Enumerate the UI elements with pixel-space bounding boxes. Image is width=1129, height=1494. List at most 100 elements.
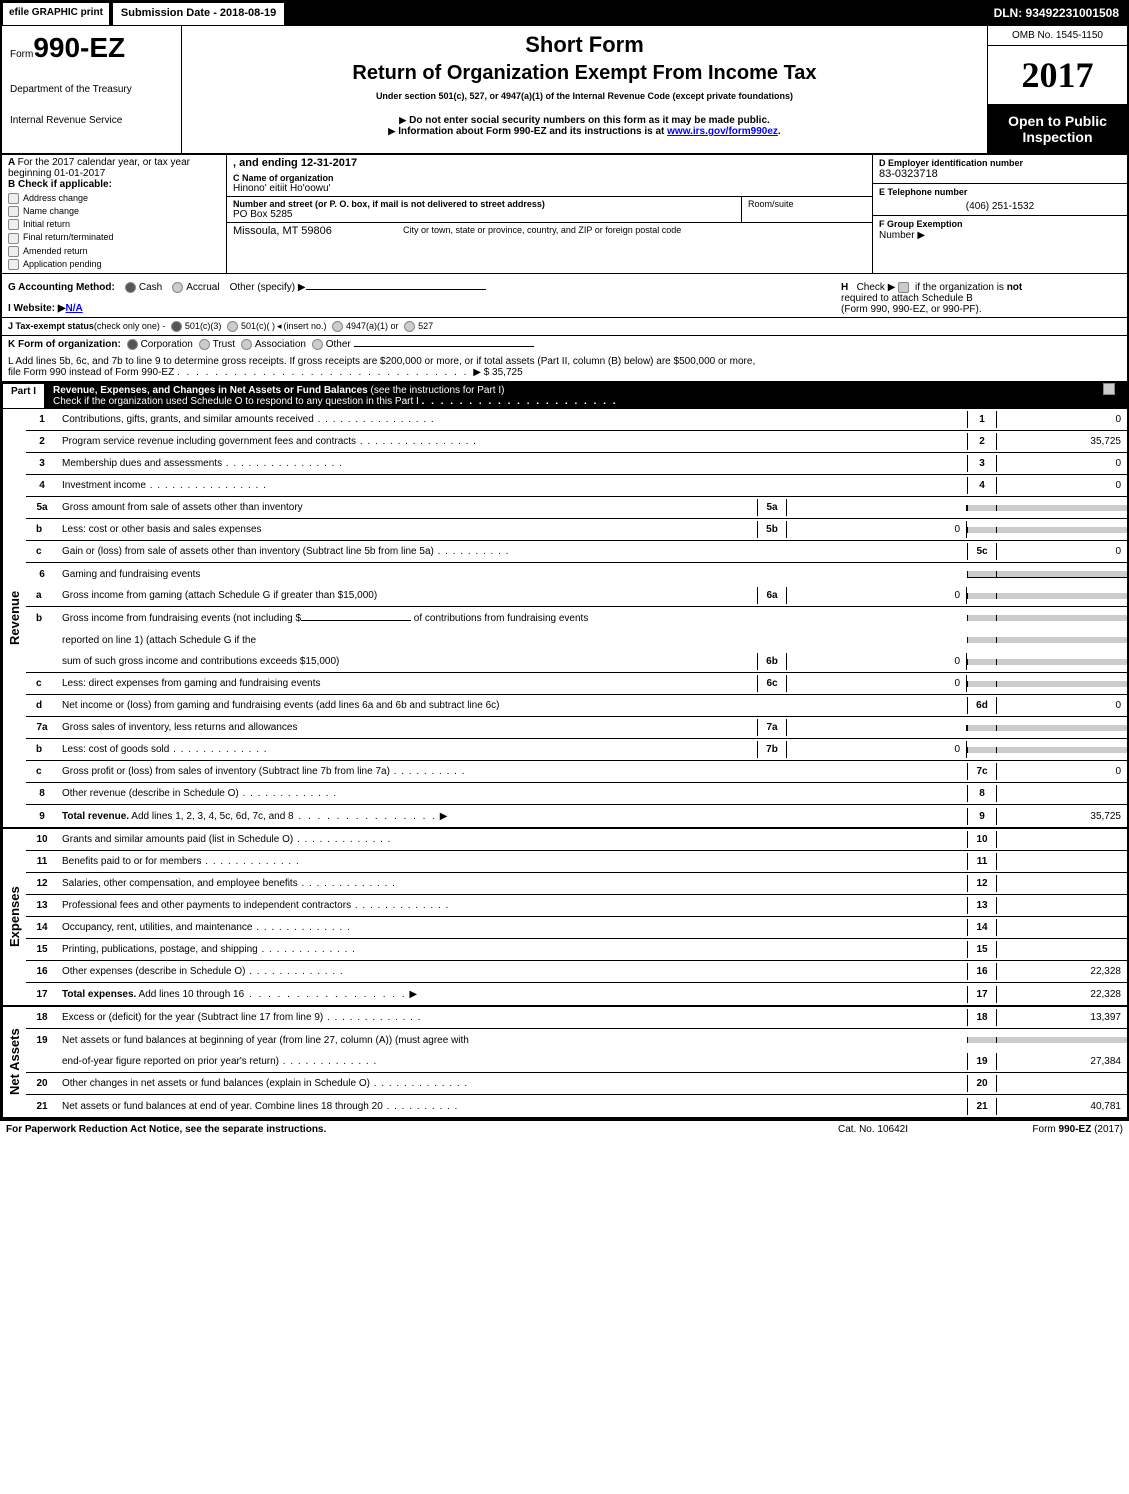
line-6d-desc: Net income or (loss) from gaming and fun… xyxy=(58,697,967,714)
radio-trust[interactable]: Trust xyxy=(196,339,235,350)
do-not-enter-text: Do not enter social security numbers on … xyxy=(190,115,979,126)
e-label: E Telephone number xyxy=(879,187,1121,197)
chk-amended-return[interactable]: Amended return xyxy=(8,245,220,258)
line-19-desc1: Net assets or fund balances at beginning… xyxy=(58,1032,967,1049)
insert-no: (insert no.) xyxy=(275,321,327,331)
f-group-box: F Group Exemption Number ▶ xyxy=(873,216,1127,244)
radio-501c3[interactable]: 501(c)(3) xyxy=(168,321,222,331)
line-6b-desc1: Gross income from fundraising events (no… xyxy=(58,610,967,627)
radio-4947[interactable]: 4947(a)(1) or xyxy=(329,321,399,331)
short-form-title: Short Form xyxy=(190,32,979,58)
line-19-val: 27,384 xyxy=(997,1053,1127,1070)
net-assets-section: Net Assets 18Excess or (deficit) for the… xyxy=(2,1007,1127,1119)
k-label: K Form of organization: xyxy=(8,339,121,350)
line-14-desc: Occupancy, rent, utilities, and maintena… xyxy=(58,919,967,936)
expenses-section: Expenses 10Grants and similar amounts pa… xyxy=(2,829,1127,1007)
line-18-desc: Excess or (deficit) for the year (Subtra… xyxy=(58,1009,967,1026)
room-box: Room/suite xyxy=(742,197,872,223)
line-12-desc: Salaries, other compensation, and employ… xyxy=(58,875,967,892)
chk-name-change[interactable]: Name change xyxy=(8,205,220,218)
line-a: A For the 2017 calendar year, or tax yea… xyxy=(8,157,220,179)
radio-accrual[interactable]: Accrual xyxy=(172,282,219,293)
header-center: Short Form Return of Organization Exempt… xyxy=(182,26,987,153)
line-15-val xyxy=(997,947,1127,953)
city-label: City or town, state or province, country… xyxy=(403,225,681,237)
d-label: D Employer identification number xyxy=(879,158,1121,168)
org-name-value: Hinono' eitiit Ho'oowu' xyxy=(233,183,866,194)
line-6a-val: 0 xyxy=(787,587,967,604)
part-1-header: Part I Revenue, Expenses, and Changes in… xyxy=(2,383,1127,409)
line-7c-val: 0 xyxy=(997,763,1127,780)
col-a-b: A For the 2017 calendar year, or tax yea… xyxy=(2,155,227,273)
chk-application-pending[interactable]: Application pending xyxy=(8,258,220,271)
accounting-method: G Accounting Method: Cash Accrual Other … xyxy=(8,282,841,293)
line-5b-desc: Less: cost or other basis and sales expe… xyxy=(58,521,757,538)
chk-final-return[interactable]: Final return/terminated xyxy=(8,231,220,244)
open-to-public: Open to PublicInspection xyxy=(988,105,1127,153)
street-label: Number and street (or P. O. box, if mail… xyxy=(233,199,735,209)
d-ein-value: 83-0323718 xyxy=(879,168,1121,180)
line-15-desc: Printing, publications, postage, and shi… xyxy=(58,941,967,958)
line-6b-desc4: sum of such gross income and contributio… xyxy=(58,653,757,670)
line-16-val: 22,328 xyxy=(997,963,1127,980)
section-l: L Add lines 5b, 6c, and 7b to line 9 to … xyxy=(2,353,1127,383)
section-k: K Form of organization: Corporation Trus… xyxy=(2,336,1127,353)
radio-cash[interactable]: Cash xyxy=(125,282,162,293)
l-amount: ▶ $ 35,725 xyxy=(473,367,522,378)
expenses-side-label: Expenses xyxy=(2,829,26,1005)
line-b-label: B Check if applicable: xyxy=(8,179,220,190)
part-1-label: Part I xyxy=(2,383,45,409)
h-text2: if the organization is xyxy=(915,282,1007,293)
h-text4: (Form 990, 990-EZ, or 990-PF). xyxy=(841,304,982,315)
h-not: not xyxy=(1007,282,1023,293)
line-9-val: 35,725 xyxy=(997,808,1127,825)
line-4-desc: Investment income xyxy=(58,477,967,494)
website-link[interactable]: N/A xyxy=(66,303,83,314)
header-right: OMB No. 1545-1150 2017 Open to PublicIns… xyxy=(987,26,1127,153)
l-text1: L Add lines 5b, 6c, and 7b to line 9 to … xyxy=(8,356,755,367)
line-12-val xyxy=(997,881,1127,887)
col-c: , and ending 12-31-2017 C Name of organi… xyxy=(227,155,872,273)
irs-link[interactable]: www.irs.gov/form990ez xyxy=(667,126,778,137)
line-3-val: 0 xyxy=(997,455,1127,472)
form-container: efile GRAPHIC print Submission Date - 20… xyxy=(0,0,1129,1121)
chk-address-change[interactable]: Address change xyxy=(8,192,220,205)
line-20-val xyxy=(997,1081,1127,1087)
omb-number: OMB No. 1545-1150 xyxy=(988,26,1127,46)
h-checkbox[interactable] xyxy=(898,282,912,293)
submission-date: Submission Date - 2018-08-19 xyxy=(112,2,285,26)
line-1-desc: Contributions, gifts, grants, and simila… xyxy=(58,411,967,428)
radio-527[interactable]: 527 xyxy=(401,321,433,331)
line-9-desc: Total revenue. Add lines 1, 2, 3, 4, 5c,… xyxy=(58,808,967,825)
line-6d-val: 0 xyxy=(997,697,1127,714)
website-line: I Website: ▶N/A xyxy=(8,303,841,314)
footer: For Paperwork Reduction Act Notice, see … xyxy=(0,1121,1129,1138)
header-left: Form990-EZ Department of the Treasury In… xyxy=(2,26,182,153)
top-bar: efile GRAPHIC print Submission Date - 20… xyxy=(2,2,1127,26)
radio-association[interactable]: Association xyxy=(238,339,306,350)
e-phone-box: E Telephone number (406) 251-1532 xyxy=(873,184,1127,216)
line-7b-val: 0 xyxy=(787,741,967,758)
line-a-ending: , and ending 12-31-2017 xyxy=(227,155,872,171)
header: Form990-EZ Department of the Treasury In… xyxy=(2,26,1127,155)
line-16-desc: Other expenses (describe in Schedule O) xyxy=(58,963,967,980)
efile-print-button[interactable]: efile GRAPHIC print xyxy=(2,2,110,26)
line-17-desc: Total expenses. Add lines 10 through 16 … xyxy=(58,986,967,1003)
room-label: Room/suite xyxy=(748,199,866,209)
part-1-checkbox[interactable] xyxy=(1091,383,1127,409)
h-text1: Check ▶ xyxy=(857,282,896,293)
h-check-box: H Check ▶ if the organization is not req… xyxy=(841,282,1121,315)
section-a-b-c-d-e-f: A For the 2017 calendar year, or tax yea… xyxy=(2,155,1127,274)
footer-left: For Paperwork Reduction Act Notice, see … xyxy=(6,1124,783,1135)
line-20-desc: Other changes in net assets or fund bala… xyxy=(58,1075,967,1092)
radio-corporation[interactable]: Corporation xyxy=(124,339,193,350)
line-7c-desc: Gross profit or (loss) from sales of inv… xyxy=(58,763,967,780)
line-11-val xyxy=(997,859,1127,865)
chk-initial-return[interactable]: Initial return xyxy=(8,218,220,231)
city-row: Missoula, MT 59806 City or town, state o… xyxy=(227,223,872,239)
radio-501c[interactable]: 501(c)( ) xyxy=(224,321,275,331)
radio-other-org[interactable]: Other xyxy=(309,339,351,350)
org-name-label: C Name of organization xyxy=(233,173,866,183)
line-10-val xyxy=(997,837,1127,843)
f-label: F Group Exemption xyxy=(879,219,963,229)
